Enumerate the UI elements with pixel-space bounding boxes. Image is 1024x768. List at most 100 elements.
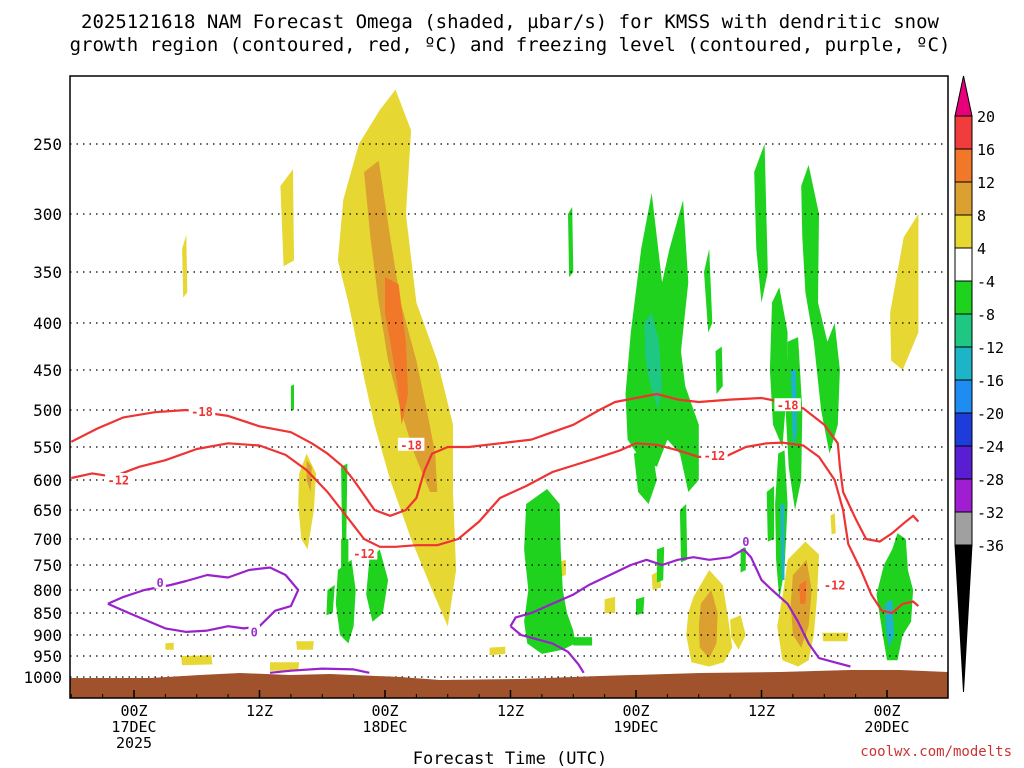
colorbar: 20 16 12 8 4 -4 -8 -12 -16 -20 -24 -28 -32 -36	[954, 75, 1004, 693]
omega-positive-region	[830, 512, 836, 535]
contour-label-bg	[397, 437, 425, 451]
time-tick-label: 12Z	[748, 702, 775, 720]
contour-label-red: -12	[824, 579, 846, 593]
pressure-tick-label: 300	[33, 205, 62, 224]
omega-negative-region	[326, 585, 335, 616]
colorbar-label: 8	[977, 207, 986, 225]
ground-surface	[70, 670, 948, 698]
omega-positive-region	[799, 580, 807, 604]
time-tick-label: 18DEC	[362, 718, 407, 736]
pressure-tick-label: 500	[33, 401, 62, 420]
omega-negative-region	[568, 207, 574, 278]
contour-label-bg	[188, 404, 216, 418]
omega-positive-region	[604, 596, 616, 613]
time-tick-label: 00Z	[622, 702, 649, 720]
omega-positive-region	[280, 169, 294, 267]
contour-label-red: -12	[107, 474, 129, 488]
time-tick-label: 20DEC	[864, 718, 909, 736]
omega-negative-region	[524, 489, 576, 654]
colorbar-label: -20	[977, 405, 1004, 423]
omega-negative-region	[290, 384, 294, 410]
pressure-tick-label: 900	[33, 626, 62, 645]
pressure-tick-label: 400	[33, 314, 62, 333]
colorbar-bin	[954, 280, 973, 315]
omega-negative-region	[573, 637, 593, 646]
colorbar-bin	[954, 214, 973, 249]
contour-label-red: -12	[353, 547, 375, 561]
omega-positive-region	[822, 632, 849, 642]
omega-positive-region	[698, 590, 718, 659]
contour-label-purple: 0	[742, 535, 749, 549]
colorbar-bin	[954, 181, 973, 216]
contour-label-purple: 0	[251, 625, 258, 639]
contour-lines: -18 -12 -18 -12 -12 -18 -12 0 0 0	[70, 392, 920, 674]
pressure-tick-label: 650	[33, 501, 62, 520]
colorbar-label: -24	[977, 438, 1004, 456]
x-axis-label: Forecast Time (UTC)	[413, 749, 607, 768]
omega-positive-region	[489, 646, 506, 656]
contour-red-minus12	[71, 441, 920, 615]
colorbar-bin	[954, 445, 973, 480]
pressure-tick-label: 700	[33, 530, 62, 549]
time-tick-label: 17DEC	[111, 718, 156, 736]
contour-label-bg	[350, 546, 378, 560]
colorbar-bin	[954, 115, 973, 150]
omega-negative-region	[679, 504, 688, 563]
colorbar-label: -8	[977, 306, 995, 324]
contour-label-red: -18	[400, 438, 422, 452]
omega-positive-region	[890, 214, 919, 370]
omega-negative-region	[876, 533, 914, 661]
contour-label-bg	[701, 448, 728, 462]
omega-negative-region	[636, 596, 645, 616]
colorbar-label: 20	[977, 108, 995, 126]
colorbar-top-arrow	[954, 75, 973, 117]
omega-positive-region	[165, 642, 174, 650]
pressure-tick-label: 1000	[23, 668, 62, 687]
omega-positive-region	[270, 662, 300, 671]
omega-positive-region	[385, 277, 408, 425]
contour-purple-freezing	[269, 667, 370, 674]
omega-positive-region	[298, 453, 316, 550]
colorbar-bin	[954, 478, 973, 513]
time-tick-label: 2025	[116, 734, 152, 752]
contour-label-purple: 0	[157, 576, 164, 590]
omega-shading	[165, 89, 919, 671]
contour-red-minus18	[70, 392, 920, 543]
time-tick-label: 00Z	[120, 702, 147, 720]
credit-watermark: coolwx.com/modelts	[860, 744, 1012, 760]
omega-negative-region	[754, 144, 768, 303]
colorbar-label: 16	[977, 141, 995, 159]
chart-title-line1: 2025121618 NAM Forecast Omega (shaded, µ…	[81, 11, 939, 33]
pressure-tick-label: 550	[33, 438, 62, 457]
colorbar-bin	[954, 313, 973, 348]
contour-label-bg	[105, 473, 132, 486]
pressure-tick-label: 850	[33, 604, 62, 623]
pressure-tick-label: 350	[33, 263, 62, 282]
pressure-tick-label: 600	[33, 471, 62, 490]
omega-negative-region	[766, 486, 775, 542]
colorbar-label: -32	[977, 504, 1004, 522]
plot-frame	[69, 75, 949, 699]
contour-label-red: -18	[777, 399, 799, 413]
omega-negative-region	[341, 463, 348, 542]
pressure-tick-label: 950	[33, 647, 62, 666]
omega-negative-region	[366, 549, 389, 622]
omega-negative-region	[704, 248, 713, 333]
colorbar-bin	[954, 379, 973, 414]
colorbar-bin	[954, 247, 973, 282]
time-tick-label: 00Z	[371, 702, 398, 720]
colorbar-label: 12	[977, 174, 995, 192]
pressure-tick-label: 450	[33, 361, 62, 380]
omega-negative-region	[335, 559, 356, 644]
omega-positive-region	[182, 234, 188, 298]
colorbar-label: -12	[977, 339, 1004, 357]
chart-title-line2: growth region (contoured, red, ºC) and f…	[70, 34, 951, 56]
omega-negative-region	[633, 447, 657, 504]
omega-negative-region	[769, 287, 788, 447]
time-tick-label: 12Z	[246, 702, 273, 720]
contour-label-bg	[154, 575, 166, 589]
time-tick-label: 12Z	[497, 702, 524, 720]
omega-positive-region	[181, 655, 213, 666]
pressure-tick-label: 800	[33, 581, 62, 600]
